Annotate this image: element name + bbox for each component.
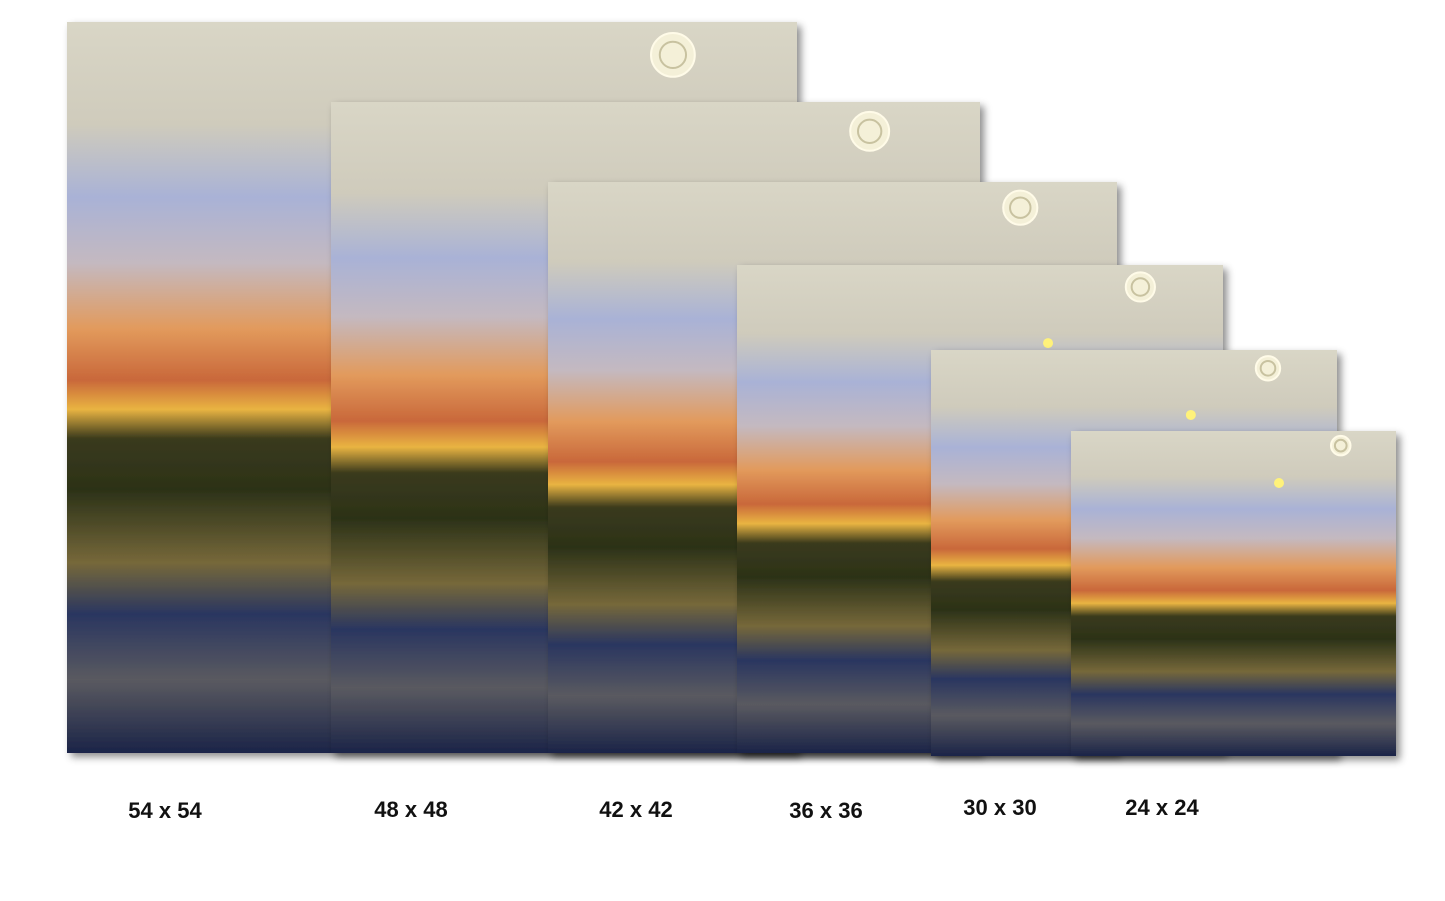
- size-label: 42 x 42: [599, 797, 672, 822]
- moon-ring: [1130, 277, 1151, 297]
- star: [1043, 338, 1054, 349]
- size-label: 48 x 48: [374, 797, 447, 822]
- size-label: 36 x 36: [789, 798, 862, 823]
- moon-ring: [1259, 359, 1277, 377]
- moon-ring: [1009, 196, 1032, 219]
- moon: [1254, 355, 1282, 382]
- moon: [849, 110, 891, 152]
- size-label: 24 x 24: [1125, 795, 1199, 820]
- canvas-print: [1071, 431, 1396, 756]
- moon: [650, 31, 696, 78]
- star: [1274, 478, 1284, 488]
- moon-ring: [658, 40, 688, 70]
- moon: [1002, 189, 1039, 226]
- moon: [1124, 271, 1156, 303]
- star: [1185, 409, 1196, 420]
- size-label: 54 x 54: [128, 798, 202, 823]
- moon-ring: [856, 118, 883, 144]
- moon-ring: [1333, 438, 1348, 453]
- moon: [1330, 434, 1352, 457]
- size-label: 30 x 30: [963, 795, 1036, 820]
